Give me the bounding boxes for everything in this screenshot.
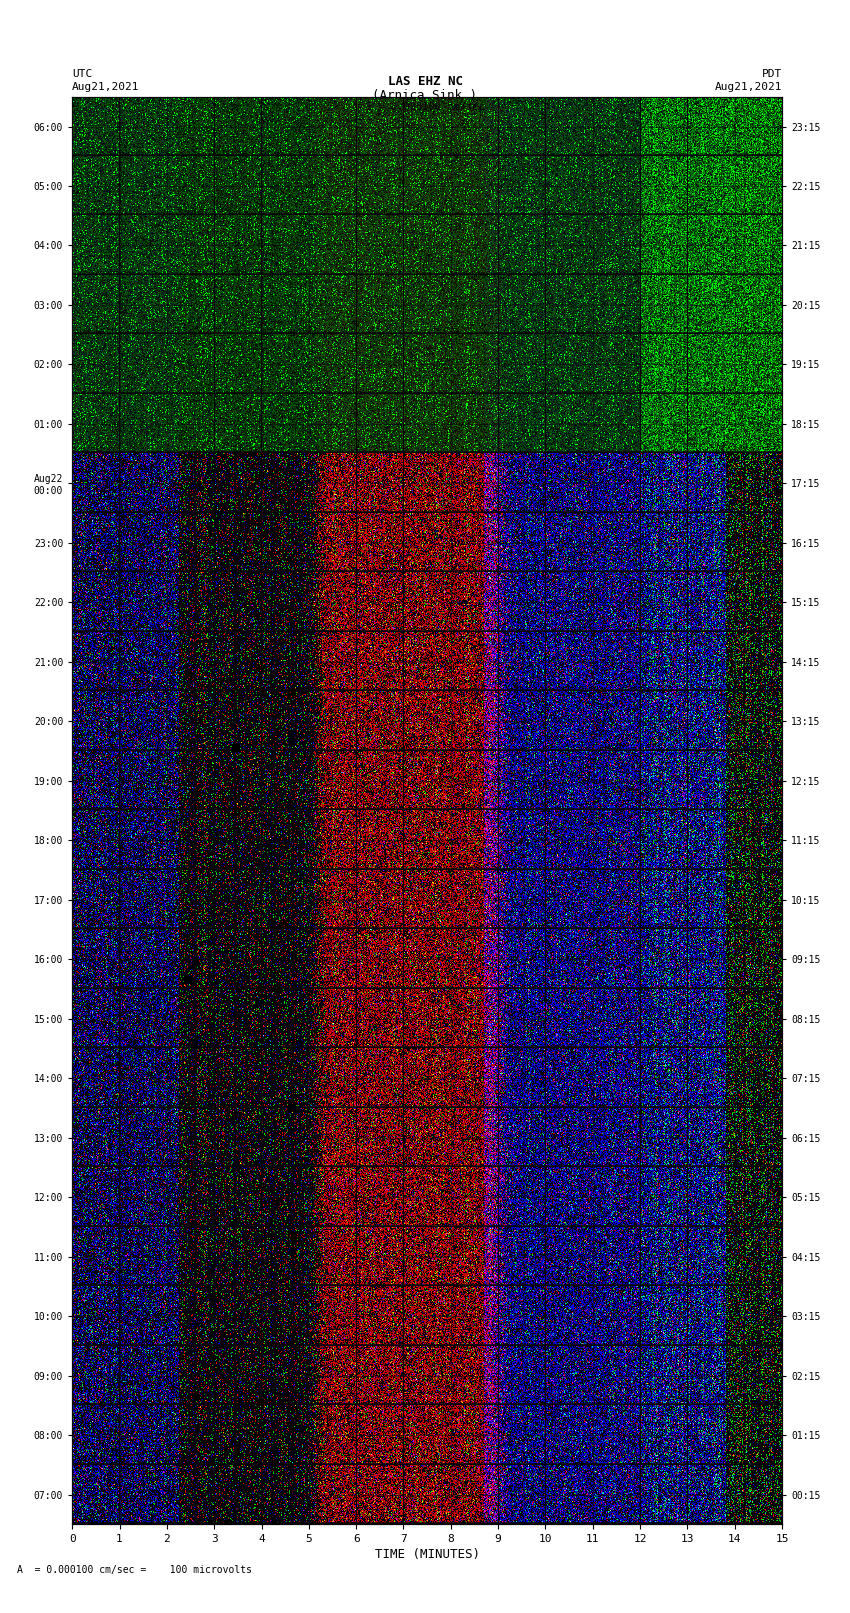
Text: UTC: UTC <box>72 69 93 79</box>
X-axis label: TIME (MINUTES): TIME (MINUTES) <box>375 1548 479 1561</box>
Text: I = 0.000100 cm/sec: I = 0.000100 cm/sec <box>366 103 484 113</box>
Text: Aug21,2021: Aug21,2021 <box>715 82 782 92</box>
Text: Aug21,2021: Aug21,2021 <box>72 82 139 92</box>
Text: PDT: PDT <box>762 69 782 79</box>
Text: (Arnica Sink ): (Arnica Sink ) <box>372 89 478 102</box>
Text: LAS EHZ NC: LAS EHZ NC <box>388 76 462 89</box>
Text: A  = 0.000100 cm/sec =    100 microvolts: A = 0.000100 cm/sec = 100 microvolts <box>17 1565 252 1574</box>
